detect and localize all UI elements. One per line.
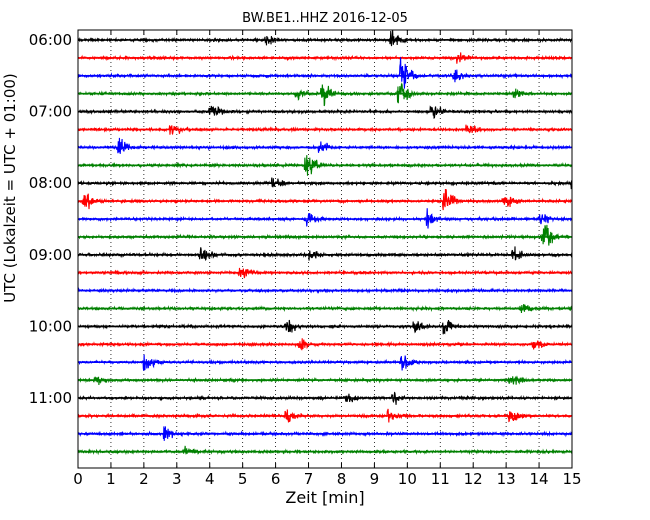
x-tick-label: 0 <box>73 470 83 488</box>
x-tick-label: 12 <box>464 470 483 488</box>
y-tick-label: 08:00 <box>29 174 72 192</box>
x-tick-label: 3 <box>172 470 182 488</box>
x-tick-label: 8 <box>337 470 347 488</box>
x-tick-label: 2 <box>139 470 149 488</box>
x-tick-label: 14 <box>530 470 549 488</box>
y-axis-label: UTC (Lokalzeit = UTC + 01:00) <box>1 73 19 303</box>
x-tick-label: 1 <box>106 470 116 488</box>
x-tick-label: 9 <box>370 470 380 488</box>
y-tick-label: 11:00 <box>29 389 72 407</box>
plot-frame <box>77 29 573 469</box>
trace-row-0600 <box>77 30 573 47</box>
trace-row-0645 <box>77 82 573 107</box>
x-tick-label: 6 <box>271 470 281 488</box>
y-tick-label: 06:00 <box>29 31 72 49</box>
x-axis-label: Zeit [min] <box>285 488 365 507</box>
y-tick-label: 09:00 <box>29 246 72 264</box>
chart-title: BW.BE1..HHZ 2016-12-05 <box>242 11 408 26</box>
trace-row-0630 <box>77 57 573 89</box>
y-axis-ticks: 06:00 07:00 08:00 09:00 10:00 11:00 <box>29 31 572 407</box>
x-tick-label: 13 <box>497 470 516 488</box>
y-tick-label: 10:00 <box>29 317 72 335</box>
trace-row-0845 <box>77 224 573 246</box>
trace-row-0900 <box>77 246 573 262</box>
x-tick-label: 11 <box>431 470 450 488</box>
x-tick-label: 15 <box>562 470 581 488</box>
x-axis-ticks: 0 1 2 3 4 5 6 7 8 9 10 11 12 13 14 15 <box>73 30 582 488</box>
x-tick-label: 10 <box>398 470 417 488</box>
x-tick-label: 4 <box>205 470 215 488</box>
x-tick-label: 7 <box>304 470 314 488</box>
y-tick-label: 07:00 <box>29 103 72 121</box>
trace-row-1145 <box>77 445 573 456</box>
x-tick-label: 5 <box>238 470 248 488</box>
trace-row-0730 <box>77 137 573 154</box>
traces-layer <box>77 30 573 456</box>
trace-row-0815 <box>77 189 573 211</box>
